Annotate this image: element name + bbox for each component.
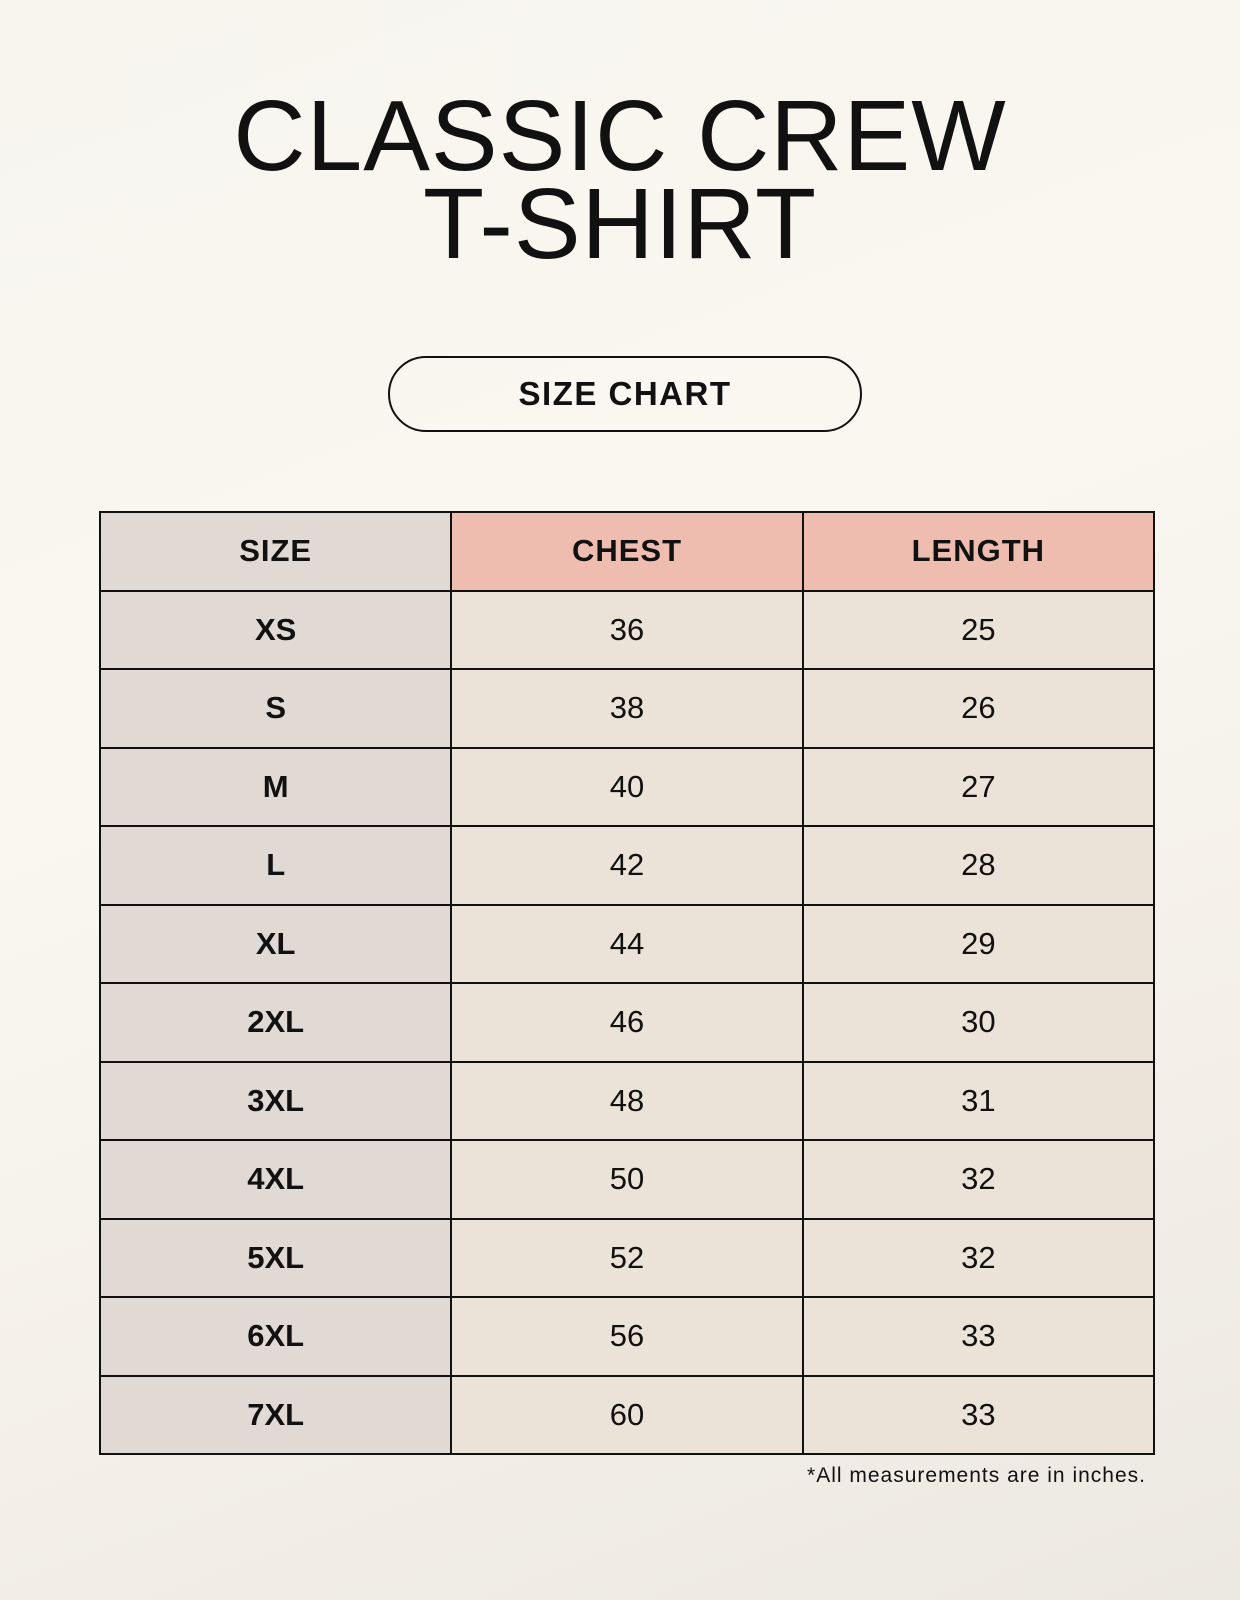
cell-size: 3XL (98, 1060, 453, 1141)
cell-length: 33 (801, 1296, 1156, 1377)
cell-size: L (98, 825, 453, 906)
cell-size: S (98, 668, 453, 749)
cell-length: 27 (801, 746, 1156, 827)
cell-size: 6XL (98, 1296, 453, 1377)
table-header-row: SIZE CHEST LENGTH (98, 511, 1156, 592)
title-line-1: CLASSIC CREW (233, 80, 1007, 192)
cell-length: 32 (801, 1139, 1156, 1220)
table-row: 7XL 60 33 (98, 1374, 1156, 1455)
cell-length: 32 (801, 1217, 1156, 1298)
cell-chest: 52 (450, 1217, 804, 1298)
cell-chest: 44 (450, 903, 804, 984)
table-row: 5XL 52 32 (98, 1217, 1156, 1298)
cell-size: 5XL (98, 1217, 453, 1298)
header-chest: CHEST (450, 511, 804, 592)
cell-length: 30 (801, 982, 1156, 1063)
cell-size: XS (98, 589, 453, 670)
title-line-2: T-SHIRT (422, 168, 818, 280)
cell-size: M (98, 746, 453, 827)
table-row: XL 44 29 (98, 903, 1156, 984)
cell-size: XL (98, 903, 453, 984)
header-length: LENGTH (801, 511, 1156, 592)
table-row: S 38 26 (98, 668, 1156, 749)
cell-length: 28 (801, 825, 1156, 906)
table-row: 4XL 50 32 (98, 1139, 1156, 1220)
cell-size: 4XL (98, 1139, 453, 1220)
table-row: M 40 27 (98, 746, 1156, 827)
page-title: CLASSIC CREW T-SHIRT (0, 80, 1240, 280)
cell-length: 31 (801, 1060, 1156, 1141)
table-row: 6XL 56 33 (98, 1296, 1156, 1377)
table-row: 2XL 46 30 (98, 982, 1156, 1063)
cell-chest: 60 (450, 1374, 804, 1455)
cell-chest: 38 (450, 668, 804, 749)
cell-length: 29 (801, 903, 1156, 984)
cell-chest: 50 (450, 1139, 804, 1220)
cell-length: 25 (801, 589, 1156, 670)
table-row: L 42 28 (98, 825, 1156, 906)
footnote: *All measurements are in inches. (807, 1464, 1146, 1487)
cell-chest: 48 (450, 1060, 804, 1141)
table-row: 3XL 48 31 (98, 1060, 1156, 1141)
cell-length: 26 (801, 668, 1156, 749)
cell-length: 33 (801, 1374, 1156, 1455)
cell-chest: 56 (450, 1296, 804, 1377)
cell-chest: 46 (450, 982, 804, 1063)
cell-chest: 36 (450, 589, 804, 670)
header-size: SIZE (98, 511, 453, 592)
size-table: SIZE CHEST LENGTH XS 36 25 S 38 26 M 40 27 L 42 28 X… (98, 511, 1156, 1455)
cell-chest: 40 (450, 746, 804, 827)
cell-size: 7XL (98, 1374, 453, 1455)
cell-chest: 42 (450, 825, 804, 906)
size-chart-badge: SIZE CHART (388, 356, 862, 432)
cell-size: 2XL (98, 982, 453, 1063)
table-row: XS 36 25 (98, 589, 1156, 670)
